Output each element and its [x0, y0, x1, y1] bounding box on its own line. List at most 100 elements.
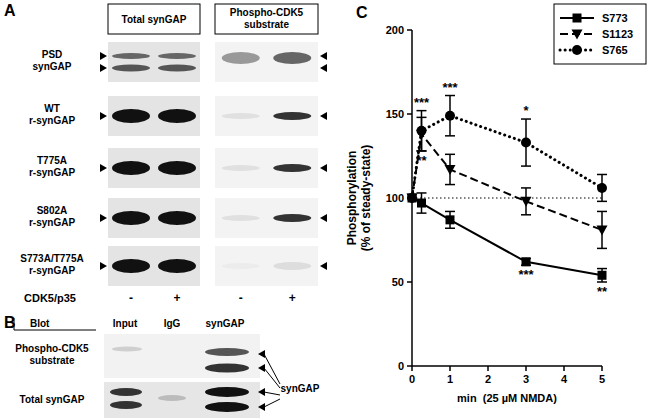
blot-band — [158, 161, 196, 175]
arrow-label: synGAP — [281, 383, 320, 394]
row-label: T775Ar-synGAP — [29, 155, 75, 178]
legend-marker — [572, 30, 583, 40]
row-label: S802Ar-synGAP — [29, 205, 75, 228]
legend-label: S773 — [602, 12, 628, 24]
blot-band — [205, 364, 249, 373]
error-bar — [417, 111, 427, 151]
significance-label: ** — [597, 284, 608, 299]
blot-band — [273, 112, 311, 120]
pointer-line — [264, 392, 280, 395]
error-cap — [521, 214, 531, 216]
error-cap — [597, 174, 607, 176]
blot — [215, 246, 318, 286]
y-tick-label: 100 — [386, 192, 404, 204]
y-tick-label: 50 — [392, 276, 404, 288]
row-label: S773A/T775Ar-synGAP — [20, 253, 83, 276]
text-line: PSD — [42, 49, 63, 60]
data-point — [597, 225, 608, 235]
error-cap — [417, 192, 427, 194]
text-line: T775A — [37, 155, 67, 166]
error-bar — [597, 211, 607, 248]
y-tick-label: 200 — [386, 24, 404, 36]
blot — [108, 96, 200, 136]
error-cap — [417, 212, 427, 214]
column-label: IgG — [164, 318, 181, 329]
column-label: synGAP — [206, 318, 245, 329]
error-bar — [597, 269, 607, 282]
error-bar — [417, 193, 427, 213]
column-label: Input — [113, 318, 138, 329]
error-cap — [417, 150, 427, 152]
text-line: substrate — [29, 355, 74, 366]
data-point — [521, 138, 531, 148]
arrowhead — [320, 214, 327, 222]
legend: S773S1123S765 — [554, 4, 646, 64]
significance-label: *** — [414, 95, 430, 110]
blot-band — [273, 164, 311, 172]
blot-band — [205, 402, 249, 412]
blot — [108, 42, 200, 82]
treatment-label: CDK5/p35 — [24, 292, 76, 304]
blot-band — [222, 263, 260, 269]
x-tick — [411, 366, 413, 371]
lane-sign: - — [129, 291, 133, 305]
blot-band — [158, 395, 186, 401]
text-line: WT — [44, 103, 60, 114]
series-line — [412, 134, 602, 230]
text-line: (% of steady-state) — [359, 145, 373, 252]
arrowhead — [100, 214, 107, 222]
x-tick-label: 1 — [447, 373, 453, 385]
y-axis-label: Phosphorylation(% of steady-state) — [345, 145, 373, 252]
x-tick-label: 4 — [561, 373, 568, 385]
pointer-line — [264, 399, 280, 407]
lane-sign: + — [173, 291, 180, 305]
data-point — [408, 194, 417, 203]
error-cap — [597, 268, 607, 270]
data-point — [417, 199, 426, 208]
series-line — [412, 198, 602, 275]
blot — [215, 96, 318, 136]
text-line: synGAP — [33, 61, 72, 72]
panel-label: A — [4, 2, 16, 19]
blot-band — [112, 161, 150, 175]
arrowhead — [100, 52, 107, 60]
legend-label: S765 — [602, 44, 628, 56]
data-point — [597, 183, 607, 193]
blot-band — [158, 211, 196, 225]
error-bar — [445, 96, 455, 136]
y-tick — [407, 29, 412, 31]
figure: ATotal synGAPPhospho-CDK5substratePSDsyn… — [0, 0, 650, 420]
column-header: Phospho-CDK5substrate — [230, 7, 304, 30]
error-cap — [417, 150, 427, 152]
error-bar — [521, 188, 531, 215]
row-label: WTr-synGAP — [29, 103, 75, 126]
x-tick — [563, 366, 565, 371]
text-line: Phospho-CDK5 — [15, 343, 89, 354]
text-line: S802A — [37, 205, 68, 216]
x-tick-label: 5 — [599, 373, 605, 385]
text-line: r-synGAP — [29, 265, 75, 276]
significance-label: * — [523, 103, 529, 118]
arrowhead — [320, 64, 327, 72]
blot-band — [110, 401, 142, 409]
blot-band — [205, 387, 249, 397]
blot — [104, 334, 260, 378]
text-line: Phosphorylation — [345, 151, 359, 246]
panel-label: C — [356, 4, 368, 21]
text-line: r-synGAP — [29, 167, 75, 178]
text-line: Phospho-CDK5 — [230, 7, 304, 18]
blot-band — [158, 65, 196, 72]
arrowhead — [100, 112, 107, 120]
error-cap — [417, 110, 427, 112]
blot-band — [222, 52, 260, 64]
x-axis — [412, 365, 602, 367]
panel-b: BBlotInputIgGsynGAPPhospho-CDK5substrate… — [4, 314, 320, 418]
arrowhead — [320, 164, 327, 172]
plot-area — [407, 96, 608, 282]
error-cap — [445, 227, 455, 229]
data-point — [417, 126, 427, 136]
blot-band — [273, 52, 311, 64]
arrowhead — [320, 52, 327, 60]
significance-label: *** — [442, 80, 458, 95]
significance-label: *** — [518, 267, 534, 282]
